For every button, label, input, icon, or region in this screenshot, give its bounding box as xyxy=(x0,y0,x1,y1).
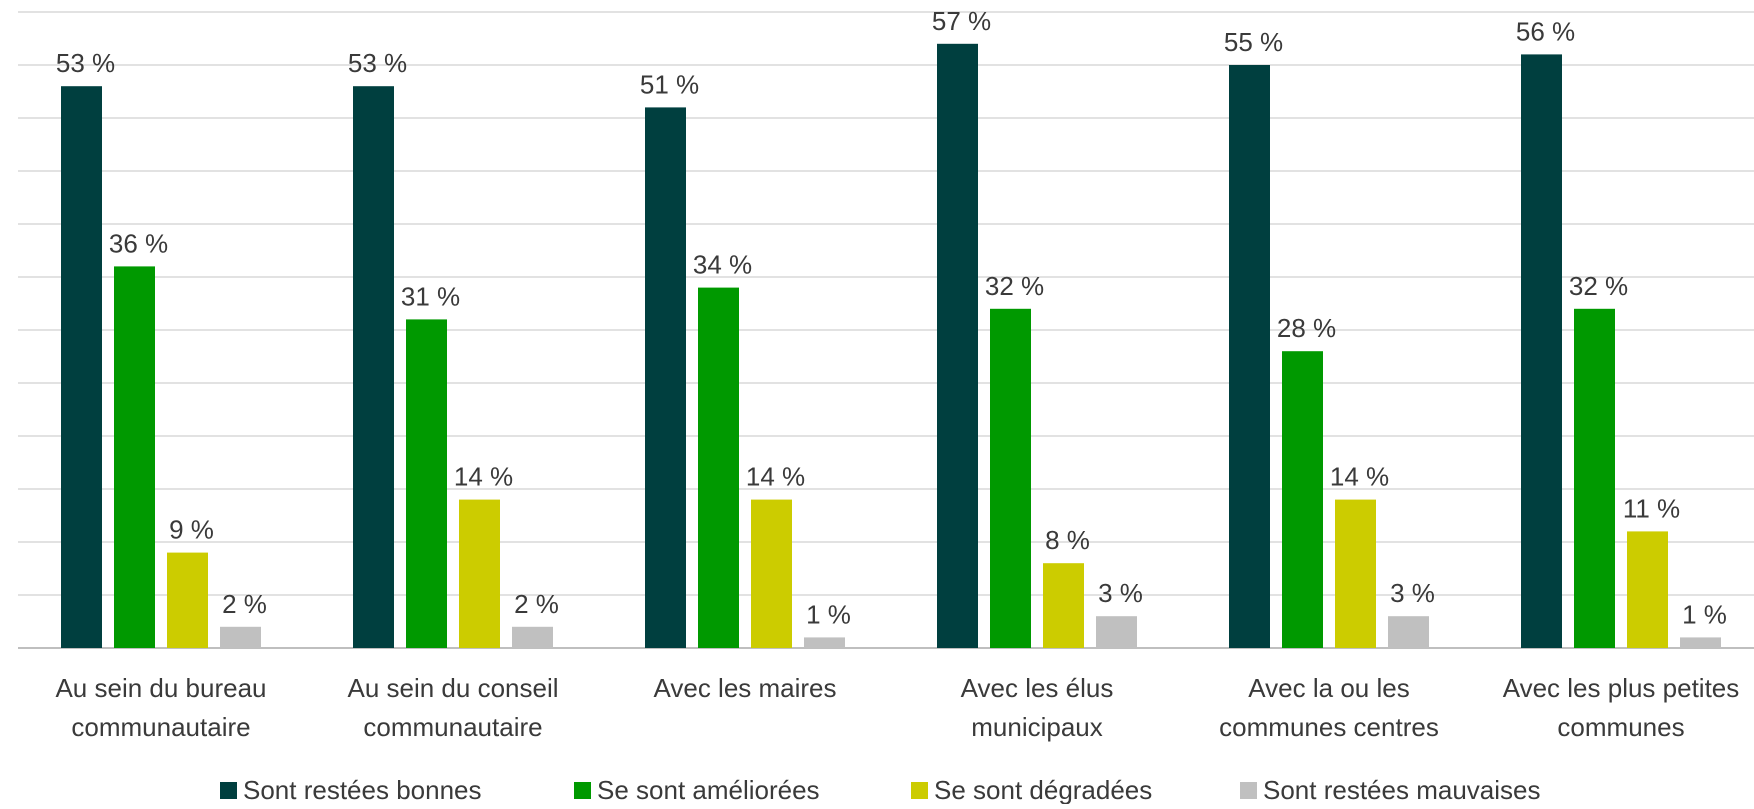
data-label: 14 % xyxy=(454,462,513,492)
category-label: Avec la ou les xyxy=(1248,673,1409,703)
data-label: 28 % xyxy=(1277,313,1336,343)
data-label: 34 % xyxy=(693,250,752,280)
data-label: 32 % xyxy=(1569,271,1628,301)
bar xyxy=(353,86,394,648)
category-label: Avec les maires xyxy=(653,673,836,703)
bar xyxy=(1680,637,1721,648)
bar xyxy=(1388,616,1429,648)
data-label: 56 % xyxy=(1516,16,1575,46)
data-label: 14 % xyxy=(1330,462,1389,492)
bar xyxy=(698,287,739,648)
bar xyxy=(1043,563,1084,648)
category-label: municipaux xyxy=(971,712,1103,742)
legend-label: Se sont améliorées xyxy=(597,775,820,804)
bar-marks xyxy=(61,43,1721,649)
bar xyxy=(220,626,261,648)
data-label: 14 % xyxy=(746,462,805,492)
legend-swatch xyxy=(911,782,928,799)
data-label: 2 % xyxy=(514,589,559,619)
bar xyxy=(1096,616,1137,648)
bar xyxy=(167,552,208,648)
bar xyxy=(1335,499,1376,648)
category-label: Au sein du conseil xyxy=(347,673,558,703)
data-label: 57 % xyxy=(932,6,991,36)
data-label: 11 % xyxy=(1623,493,1680,523)
bar xyxy=(1574,308,1615,648)
category-labels: Au sein du bureau communautaire Au sein du… xyxy=(55,673,1739,742)
bar xyxy=(1282,351,1323,648)
bar xyxy=(1627,531,1668,648)
bar xyxy=(937,43,978,649)
gridlines xyxy=(18,11,1754,649)
data-label: 9 % xyxy=(169,515,214,545)
bar xyxy=(751,499,792,648)
data-label: 32 % xyxy=(985,271,1044,301)
category-label: Avec les élus xyxy=(961,673,1114,703)
legend: Sont restées bonnes Se sont améliorées Se … xyxy=(220,775,1540,805)
bar xyxy=(990,308,1031,648)
bar xyxy=(114,266,155,648)
data-label: 51 % xyxy=(640,69,699,99)
bar xyxy=(406,319,447,648)
category-label: Au sein du bureau xyxy=(55,673,266,703)
legend-label: Sont restées bonnes xyxy=(243,775,482,804)
legend-swatch xyxy=(574,782,591,799)
bar xyxy=(1521,54,1562,648)
category-label: communautaire xyxy=(71,712,250,742)
legend-label: Sont restées mauvaises xyxy=(1263,775,1540,804)
legend-swatch xyxy=(220,782,237,799)
bar xyxy=(459,499,500,648)
data-label: 3 % xyxy=(1098,578,1143,608)
category-label: communes centres xyxy=(1219,712,1439,742)
legend-swatch xyxy=(1240,782,1257,799)
legend-label: Se sont dégradées xyxy=(934,775,1152,804)
data-label: 2 % xyxy=(222,589,267,619)
bar xyxy=(645,107,686,648)
data-label: 8 % xyxy=(1045,525,1090,555)
bar xyxy=(61,86,102,648)
data-label: 53 % xyxy=(56,48,115,78)
data-labels: 53 % 36 % 9 % 2 % 53 % 31 % 14 % 2 % 51 % 34 % 14 … xyxy=(56,6,1727,630)
data-label: 3 % xyxy=(1390,578,1435,608)
data-label: 55 % xyxy=(1224,27,1283,57)
category-label: Avec les plus petites xyxy=(1503,673,1740,703)
bar xyxy=(804,637,845,648)
category-label: communes xyxy=(1557,712,1684,742)
bar xyxy=(1229,65,1270,648)
category-label: communautaire xyxy=(363,712,542,742)
data-label: 53 % xyxy=(348,48,407,78)
data-label: 36 % xyxy=(109,228,168,258)
bar xyxy=(512,626,553,648)
data-label: 1 % xyxy=(806,599,851,629)
data-label: 31 % xyxy=(401,281,460,311)
data-label: 1 % xyxy=(1682,599,1727,629)
